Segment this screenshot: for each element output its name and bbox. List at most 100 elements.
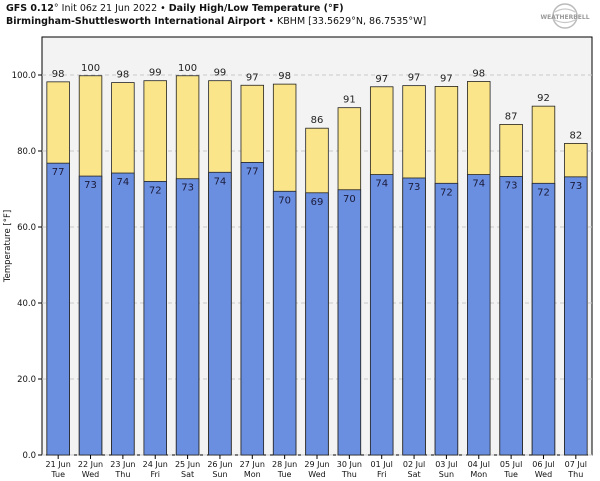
station-info: KBHM [33.5629°N, 86.7535°W] [277, 16, 427, 27]
low-value-label: 70 [343, 194, 356, 205]
high-value-label: 87 [505, 111, 518, 122]
high-value-label: 98 [472, 68, 485, 79]
high-value-label: 91 [343, 95, 356, 106]
low-bar [240, 161, 265, 456]
chart-subtitle: Birmingham-Shuttlesworth International A… [6, 16, 426, 27]
low-bar [402, 177, 426, 456]
low-value-label: 73 [569, 181, 582, 192]
y-tick-label: 40.0 [17, 299, 36, 309]
low-value-label: 74 [117, 177, 130, 188]
low-bar [143, 180, 167, 456]
x-tick-day: Wed [82, 470, 99, 479]
low-value-label: 69 [311, 197, 324, 208]
x-tick-date: 25 Jun [175, 460, 200, 469]
chart-title: GFS 0.12° Init 06z 21 Jun 2022 • Daily H… [6, 3, 344, 14]
x-tick-day: Mon [244, 470, 261, 479]
high-value-label: 100 [178, 63, 197, 74]
x-tick-day: Sat [181, 470, 194, 479]
title-separator: • [160, 3, 166, 14]
low-bar [467, 174, 491, 456]
low-value-label: 72 [149, 185, 162, 196]
x-tick-day: Fri [377, 470, 387, 479]
x-tick-date: 28 Jun [272, 460, 297, 469]
high-value-label: 86 [311, 115, 324, 126]
y-tick-label: 20.0 [17, 375, 36, 385]
location-name: Birmingham-Shuttlesworth International A… [6, 16, 266, 27]
low-bar [499, 176, 523, 456]
high-value-label: 97 [408, 73, 421, 84]
low-bar [272, 190, 297, 456]
x-tick-date: 01 Jul [371, 460, 393, 469]
low-bar [111, 172, 135, 456]
low-bar [531, 182, 556, 456]
low-value-label: 73 [84, 180, 97, 191]
high-value-label: 99 [214, 68, 227, 79]
x-tick-date: 06 Jul [532, 460, 554, 469]
low-value-label: 70 [278, 195, 291, 206]
x-tick-date: 23 Jun [110, 460, 135, 469]
x-tick-day: Sun [439, 470, 454, 479]
x-tick-date: 29 Jun [304, 460, 329, 469]
y-tick-label: 100.0 [12, 71, 36, 81]
model-degree: ° [53, 3, 59, 14]
x-tick-day: Wed [308, 470, 325, 479]
x-tick-date: 02 Jul [403, 460, 425, 469]
high-value-label: 98 [52, 69, 65, 80]
low-value-label: 77 [246, 166, 259, 177]
low-value-label: 72 [537, 187, 550, 198]
y-tick-label: 0.0 [22, 451, 36, 461]
x-tick-date: 30 Jun [337, 460, 362, 469]
high-value-label: 92 [537, 93, 550, 104]
high-value-label: 98 [117, 70, 130, 81]
high-value-label: 97 [440, 73, 453, 84]
x-tick-day: Tue [277, 470, 292, 479]
high-value-label: 97 [246, 72, 259, 83]
low-value-label: 74 [375, 179, 388, 190]
high-value-label: 99 [149, 68, 162, 79]
x-tick-date: 07 Jul [565, 460, 587, 469]
low-bar [175, 178, 200, 456]
low-value-label: 74 [472, 179, 485, 190]
low-value-label: 73 [181, 183, 194, 194]
low-value-label: 74 [214, 176, 227, 187]
y-tick-label: 60.0 [17, 223, 36, 233]
weatherbell-logo: WEATHERBELL [540, 3, 590, 29]
high-value-label: 100 [81, 63, 100, 74]
low-bar [305, 192, 329, 456]
bars: 98 77 100 73 98 74 99 72 100 73 99 74 97 77 98 70 86 69 91… [46, 63, 588, 456]
low-bar [434, 182, 459, 456]
low-bar [208, 171, 232, 456]
x-tick-date: 22 Jun [78, 460, 103, 469]
low-value-label: 73 [505, 180, 518, 191]
x-tick-day: Mon [470, 470, 487, 479]
x-tick-date: 03 Jul [435, 460, 457, 469]
low-bar [369, 174, 394, 456]
low-bar [337, 189, 362, 456]
low-value-label: 72 [440, 187, 453, 198]
high-value-label: 82 [569, 130, 582, 141]
logo-text: WEATHERBELL [540, 14, 589, 21]
x-tick-date: 26 Jun [207, 460, 232, 469]
x-tick-day: Thu [114, 470, 130, 479]
low-bar [78, 175, 103, 456]
subtitle-separator: • [268, 16, 275, 27]
low-value-label: 77 [52, 167, 65, 178]
x-tick-date: 05 Jul [500, 460, 522, 469]
y-axis-label: Temperature [°F] [3, 210, 13, 283]
model-name: GFS 0.12 [6, 3, 54, 14]
high-value-label: 98 [278, 71, 291, 82]
low-bar [564, 176, 588, 456]
y-tick-label: 80.0 [17, 147, 36, 157]
x-tick-date: 04 Jul [468, 460, 490, 469]
low-bar [46, 162, 70, 456]
product-name: Daily High/Low Temperature (°F) [168, 3, 344, 14]
x-tick-day: Thu [567, 470, 583, 479]
x-tick-date: 21 Jun [46, 460, 71, 469]
init-time: Init 06z 21 Jun 2022 [61, 3, 158, 14]
x-tick-day: Thu [341, 470, 357, 479]
x-tick-day: Tue [50, 470, 65, 479]
x-tick-date: 27 Jun [240, 460, 265, 469]
x-tick-day: Wed [535, 470, 552, 479]
x-tick-day: Tue [503, 470, 518, 479]
